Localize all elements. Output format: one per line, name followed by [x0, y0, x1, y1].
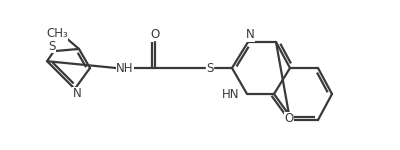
Text: O: O [150, 27, 160, 40]
Text: N: N [72, 87, 81, 100]
Text: NH: NH [116, 61, 134, 75]
Text: S: S [48, 40, 56, 53]
Text: O: O [284, 112, 294, 126]
Text: HN: HN [222, 87, 239, 100]
Text: CH₃: CH₃ [46, 27, 68, 40]
Text: S: S [206, 61, 214, 75]
Text: N: N [246, 28, 254, 42]
